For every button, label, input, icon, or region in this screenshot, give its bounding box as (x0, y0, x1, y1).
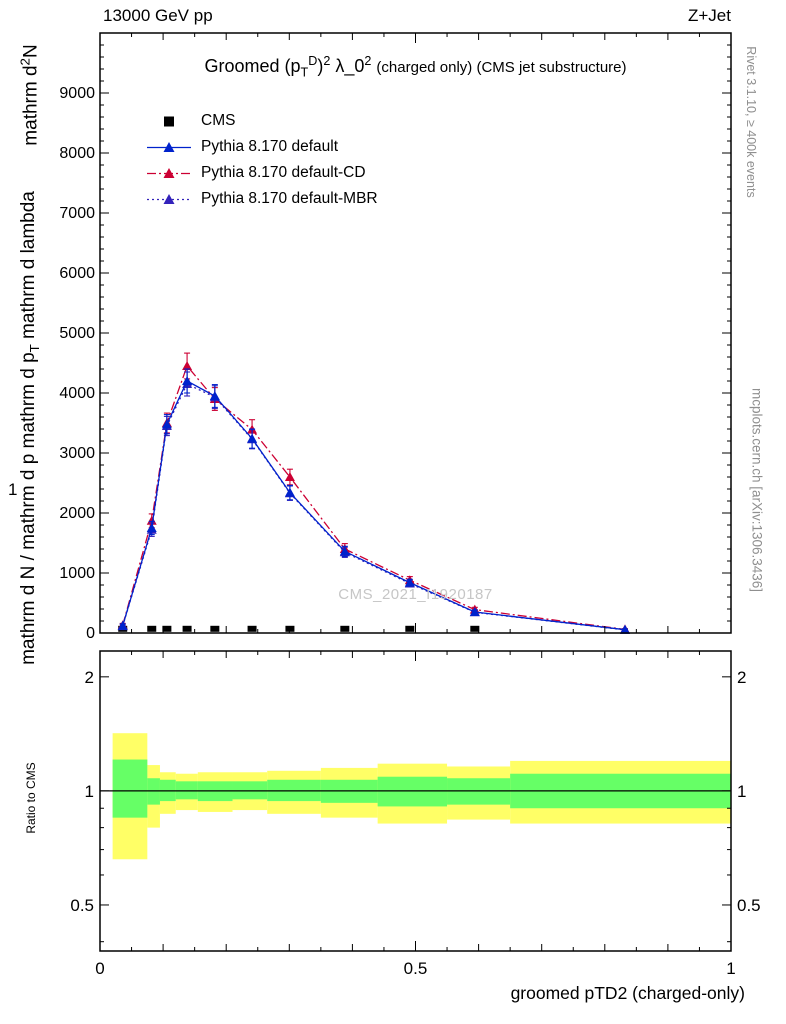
main-y-tick-label: 5000 (59, 325, 95, 342)
cms-data-point (470, 625, 480, 632)
legend-label: Pythia 8.170 default-CD (201, 164, 366, 181)
main-y-tick-label: 3000 (59, 445, 95, 462)
cms-data-point (182, 625, 192, 632)
ratio-y-tick-label: 1 (85, 782, 94, 801)
ratio-y-tick-label: 1 (737, 782, 746, 801)
legend-line-swatch-icon (147, 168, 191, 178)
cms-data-point (340, 625, 350, 632)
cms-data-point (210, 625, 220, 632)
legend-item: Pythia 8.170 default-MBR (146, 186, 378, 212)
main-series (117, 352, 630, 634)
legend-square-marker-icon (164, 116, 174, 127)
legend-item: Pythia 8.170 default-CD (146, 160, 378, 186)
series-marker (339, 546, 350, 556)
main-y-tick-label: 1000 (59, 565, 95, 582)
x-axis-title: groomed pTD2 (charged-only) (510, 983, 745, 1003)
cms-data-point (405, 625, 415, 632)
main-y-tick-label: 8000 (59, 145, 95, 162)
main-y-tick-label: 2000 (59, 505, 95, 522)
series-marker (146, 515, 157, 525)
y-axis-label: mathrm d N / mathrm d p mathrm d pT math… (18, 191, 42, 665)
main-y-tick-label: 7000 (59, 205, 95, 222)
analysis-id-watermark: CMS_2021_I1920187 (338, 586, 493, 603)
ratio-y-tick-label: 2 (737, 668, 746, 687)
panel-frame (99, 650, 732, 952)
cms-data-point (162, 625, 172, 632)
y-axis-label-numerator: mathrm d2N (17, 44, 42, 146)
legend-label: Pythia 8.170 default (201, 138, 339, 155)
panel-frame (99, 32, 732, 634)
series-marker (182, 361, 193, 370)
legend-line-swatch-icon (147, 142, 191, 152)
ratio-y-tick-label: 2 (85, 668, 94, 687)
series-marker (182, 376, 193, 385)
rivet-version-note: Rivet 3.1.10, ≥ 400k events (744, 46, 758, 198)
legend-label: CMS (201, 112, 236, 129)
mcplots-reference-note: mcplots.cern.ch [arXiv:1306.3436] (749, 387, 765, 593)
series-marker (284, 472, 295, 481)
main-y-tick-label: 6000 (59, 265, 95, 282)
cms-data-point (247, 625, 257, 632)
ratio-y-tick-label: 0.5 (70, 896, 94, 915)
cms-data-point (285, 625, 295, 632)
x-tick-label: 0 (95, 959, 104, 978)
ratio-uncertainty-band-inner (112, 759, 148, 818)
process-label: Z+Jet (688, 6, 731, 25)
x-tick-label: 0.5 (404, 959, 428, 978)
ratio-bands (100, 733, 731, 860)
main-y-tick-label: 0 (86, 625, 95, 642)
main-y-tick-label: 9000 (59, 85, 95, 102)
series-marker (247, 433, 258, 443)
x-tick-label: 1 (726, 959, 735, 978)
series-marker (469, 607, 480, 616)
series-marker (161, 419, 172, 429)
legend: CMS Pythia 8.170 default Pythia 8.170 defa… (146, 108, 378, 212)
ratio-axis-label: Ratio to CMS (24, 762, 38, 834)
legend-item: CMS (146, 108, 378, 134)
ratio-y-tick-label: 0.5 (737, 896, 761, 915)
series-marker (284, 487, 295, 497)
legend-label: Pythia 8.170 default-MBR (201, 190, 378, 207)
axis-tick-labels: 0 1000 2000 3000 4000 5000 6000 7000 8000 9000 0 0.… (59, 85, 760, 978)
legend-item: Pythia 8.170 default (146, 134, 378, 160)
series-marker (404, 577, 415, 587)
y-axis-label-one: 1 (8, 480, 18, 499)
series-marker (146, 523, 157, 532)
plot-title: Groomed (pTD)2 λ_02 (charged only) (CMS … (204, 54, 627, 80)
legend-line-swatch-icon (147, 194, 191, 204)
series-marker (117, 620, 128, 630)
series-marker (209, 391, 220, 400)
ratio-uncertainty-band-inner (377, 776, 448, 807)
main-y-tick-label: 4000 (59, 385, 95, 402)
beam-energy-label: 13000 GeV pp (103, 6, 213, 25)
cms-data-point (147, 625, 157, 632)
series-marker (619, 624, 630, 634)
